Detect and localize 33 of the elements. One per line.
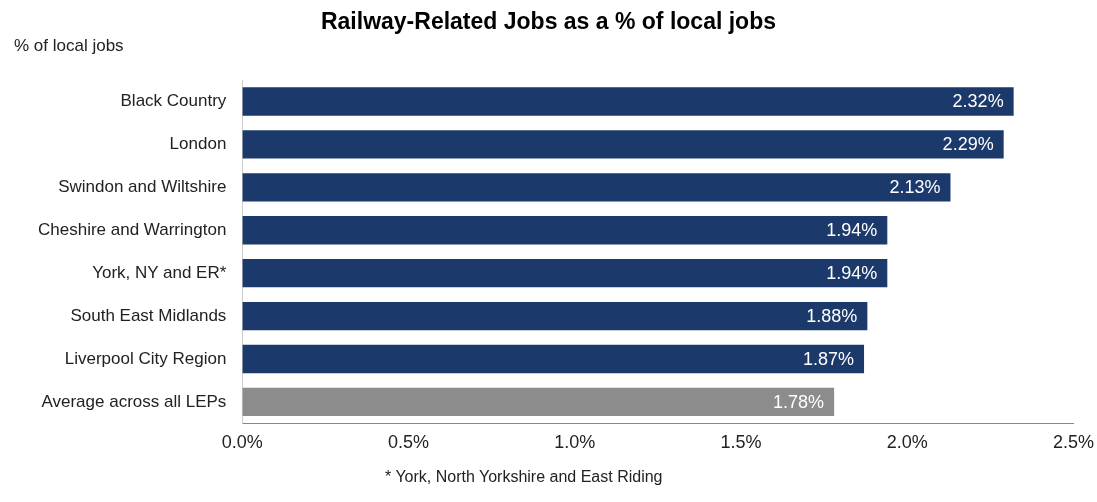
text: * York, North Yorkshire and East Riding — [385, 468, 663, 486]
bar — [242, 344, 865, 374]
data-label: 1.78% — [773, 391, 825, 412]
chart-title: Railway-Related Jobs as a % of local jobs — [319, 8, 777, 35]
data-label: 1.88% — [806, 306, 858, 327]
bar — [242, 301, 868, 331]
x-tick-label: 0.0% — [221, 432, 263, 453]
data-label: 1.87% — [802, 348, 855, 369]
x-tick-label: 2.0% — [886, 432, 928, 453]
bar — [242, 130, 1004, 159]
y-tick-label: York, NY and ER* — [92, 262, 227, 282]
y-tick-label: Swindon and Wiltshire — [58, 177, 227, 196]
data-label: 2.29% — [942, 134, 994, 155]
y-tick-label: London — [169, 134, 227, 154]
bar — [242, 387, 835, 417]
data-label: 1.94% — [826, 220, 878, 241]
x-axis-title: % of local jobs — [14, 36, 124, 56]
x-tick-label: 2.5% — [1052, 432, 1094, 453]
bar — [242, 259, 888, 288]
bar — [242, 87, 1014, 116]
y-tick-label: South East Midlands — [70, 305, 227, 325]
x-tick-label: 1.0% — [554, 432, 596, 453]
y-tick-label: Black Country — [120, 91, 227, 111]
x-tick-label: 1.5% — [720, 432, 762, 453]
x-tick-label: 0.5% — [388, 432, 430, 453]
data-label: 2.32% — [952, 91, 1004, 112]
y-tick-label: Liverpool City Region — [64, 348, 227, 368]
data-label: 1.94% — [826, 263, 878, 284]
bar — [242, 216, 888, 245]
bar — [242, 173, 951, 202]
y-tick-label: Cheshire and Warrington — [37, 219, 227, 239]
data-label: 2.13% — [889, 177, 941, 198]
y-tick-label: Average across all LEPs — [41, 391, 227, 411]
